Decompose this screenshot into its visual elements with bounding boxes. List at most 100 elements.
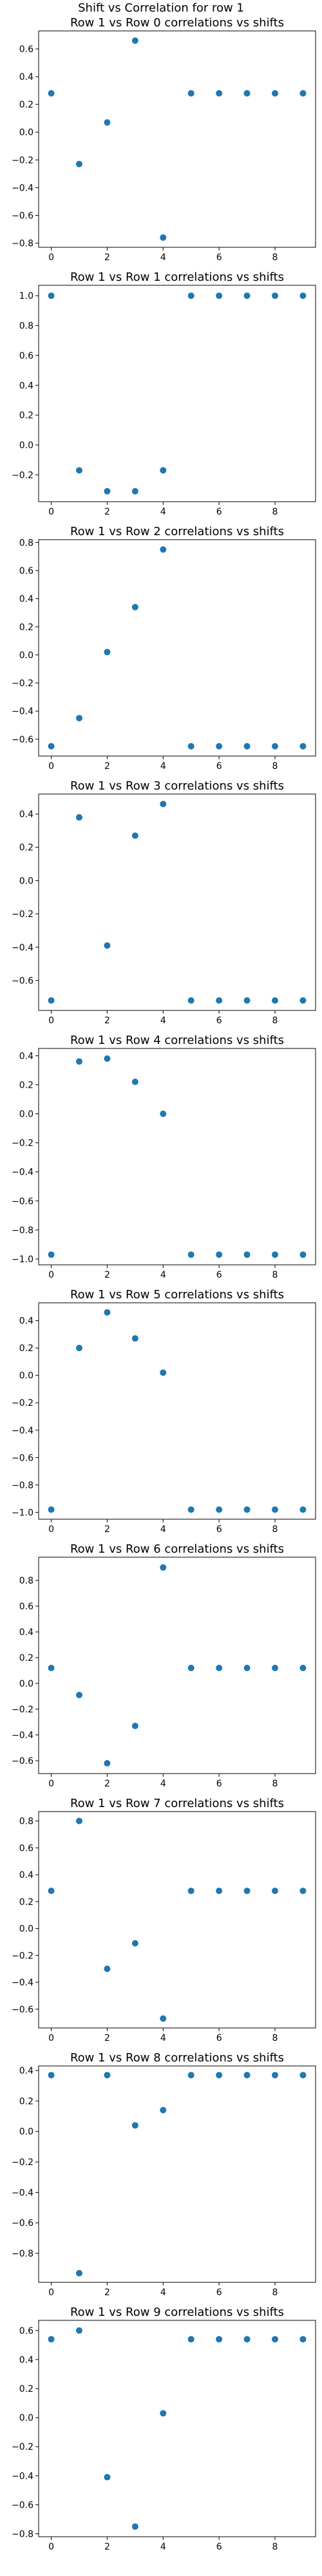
- plot-area: [38, 2320, 316, 2537]
- y-tick-label: 0.2: [19, 411, 33, 421]
- y-tick-label: 0.4: [19, 1051, 33, 1061]
- subplot-title: Row 1 vs Row 0 correlations vs shifts: [70, 16, 284, 30]
- subplot-title: Row 1 vs Row 5 correlations vs shifts: [70, 1288, 284, 1302]
- x-tick-label: 4: [160, 1270, 166, 1280]
- y-tick-label: −0.4: [12, 1168, 33, 1178]
- data-point: [216, 1506, 223, 1513]
- subplot-title: Row 1 vs Row 3 correlations vs shifts: [70, 779, 284, 793]
- y-tick-label: 0.4: [19, 594, 33, 605]
- data-point: [48, 1251, 55, 1258]
- y-tick-label: 0.8: [19, 1817, 33, 1827]
- data-point: [216, 90, 223, 97]
- y-tick-label: −0.6: [12, 2219, 33, 2229]
- data-point: [131, 1940, 138, 1947]
- data-point: [243, 2072, 251, 2079]
- subplot-2: Row 1 vs Row 2 correlations vs shifts 0 2 4…: [12, 525, 316, 772]
- data-point: [216, 1665, 223, 1671]
- data-point: [104, 649, 111, 656]
- y-tick-label: 0.2: [19, 1897, 33, 1908]
- data-point: [48, 743, 55, 750]
- x-tick-label: 6: [216, 1779, 222, 1789]
- data-point: [104, 1055, 111, 1062]
- y-tick-label: −0.4: [12, 2188, 33, 2198]
- data-point: [75, 467, 82, 474]
- plot-area: [38, 285, 316, 502]
- subplot-8: Row 1 vs Row 8 correlations vs shifts 0 2 4…: [12, 2051, 316, 2298]
- data-point: [216, 1251, 223, 1258]
- x-tick-label: 0: [48, 2542, 54, 2552]
- y-tick-label: −0.4: [12, 183, 33, 193]
- y-tick-label: 0.0: [19, 440, 33, 451]
- y-tick-label: −0.4: [12, 943, 33, 953]
- data-point: [187, 1506, 194, 1513]
- x-tick-label: 6: [216, 1270, 222, 1280]
- subplot-9: Row 1 vs Row 9 correlations vs shifts 0 2 4…: [12, 2306, 316, 2552]
- y-tick-label: 0.0: [19, 1924, 33, 1935]
- data-point: [187, 1888, 194, 1895]
- x-tick-label: 2: [104, 761, 110, 772]
- data-point: [187, 90, 194, 97]
- x-tick-label: 4: [160, 2287, 166, 2298]
- plot-area: [38, 539, 316, 757]
- y-tick-label: −0.2: [12, 909, 33, 920]
- y-tick-label: 0.4: [19, 810, 33, 820]
- data-point: [299, 1888, 307, 1895]
- data-point: [299, 1251, 307, 1258]
- y-tick-label: −0.6: [12, 2005, 33, 2015]
- x-tick-label: 2: [104, 2542, 110, 2552]
- x-tick-label: 2: [104, 507, 110, 517]
- y-tick-label: 0.2: [19, 1080, 33, 1090]
- data-point: [187, 2336, 194, 2343]
- y-tick-label: 0.6: [19, 1602, 33, 1612]
- y-tick-label: 0.2: [19, 622, 33, 632]
- x-tick-label: 4: [160, 1779, 166, 1789]
- data-point: [216, 2072, 223, 2079]
- subplot-7: Row 1 vs Row 7 correlations vs shifts 0 2 4…: [12, 1797, 316, 2043]
- data-point: [272, 90, 279, 97]
- x-tick-label: 8: [272, 1270, 278, 1280]
- y-tick-label: −0.6: [12, 211, 33, 221]
- data-point: [243, 2336, 251, 2343]
- y-tick-label: 0.0: [19, 1109, 33, 1119]
- data-point: [272, 1665, 279, 1671]
- y-tick-label: −0.6: [12, 976, 33, 986]
- y-tick-label: 0.2: [19, 843, 33, 853]
- y-tick-label: −0.2: [12, 1398, 33, 1408]
- data-point: [131, 1078, 138, 1085]
- x-tick-label: 2: [104, 1016, 110, 1026]
- data-point: [48, 2336, 55, 2343]
- x-tick-label: 2: [104, 1270, 110, 1280]
- data-point: [272, 2336, 279, 2343]
- data-point: [243, 997, 251, 1004]
- y-tick-label: −0.2: [12, 1951, 33, 1961]
- data-point: [131, 603, 138, 611]
- data-point: [299, 90, 307, 97]
- y-tick-label: −0.4: [12, 1730, 33, 1741]
- plot-area: [38, 793, 316, 1011]
- data-point: [48, 90, 55, 97]
- x-tick-label: 6: [216, 1524, 222, 1535]
- data-point: [272, 2072, 279, 2079]
- y-tick-label: 0.8: [19, 538, 33, 548]
- data-point: [75, 1692, 82, 1698]
- x-tick-label: 0: [48, 1270, 54, 1280]
- plot-area: [38, 2065, 316, 2283]
- data-point: [216, 2336, 223, 2343]
- data-point: [104, 942, 111, 949]
- y-tick-label: −0.8: [12, 1481, 33, 1491]
- data-point: [75, 2327, 82, 2334]
- plot-area: [38, 1048, 316, 1265]
- data-point: [75, 715, 82, 722]
- data-point: [160, 234, 167, 241]
- y-tick-label: 0.0: [19, 1679, 33, 1689]
- data-point: [272, 1251, 279, 1258]
- y-tick-label: −0.4: [12, 1978, 33, 1988]
- x-tick-label: 4: [160, 761, 166, 772]
- x-tick-label: 2: [104, 2287, 110, 2298]
- plot-area: [38, 30, 316, 248]
- y-tick-label: 0.6: [19, 2326, 33, 2336]
- x-tick-label: 4: [160, 252, 166, 263]
- data-point: [48, 1888, 55, 1895]
- x-tick-label: 6: [216, 761, 222, 772]
- y-tick-label: −1.0: [12, 1508, 33, 1518]
